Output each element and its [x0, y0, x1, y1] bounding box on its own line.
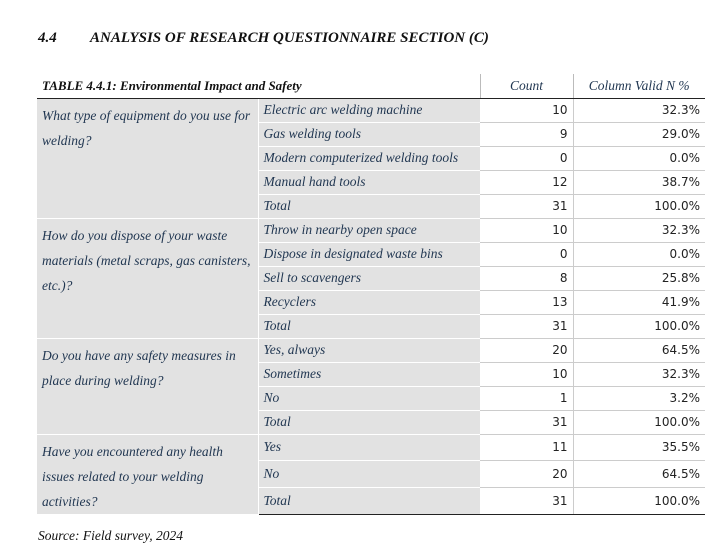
option-cell: Total [258, 194, 480, 219]
count-cell: 13 [480, 290, 574, 315]
percent-cell: 64.5% [573, 460, 705, 488]
table-row: Gas welding tools 9 29.0% [37, 122, 705, 147]
caption-row: TABLE 4.4.1: Environmental Impact and Sa… [37, 74, 705, 99]
percent-cell: 32.3% [573, 218, 705, 243]
option-cell: Modern computerized welding tools [258, 146, 480, 171]
option-cell: No [258, 386, 480, 411]
percent-cell: 32.3% [573, 98, 705, 123]
count-cell: 0 [480, 146, 574, 171]
count-cell: 10 [480, 218, 574, 243]
count-cell: 0 [480, 242, 574, 267]
option-cell: Yes, always [258, 338, 480, 363]
count-cell: 1 [480, 386, 574, 411]
count-cell: 8 [480, 266, 574, 291]
option-cell: Total [258, 314, 480, 339]
percent-cell: 0.0% [573, 242, 705, 267]
option-cell: Manual hand tools [258, 170, 480, 195]
option-cell: Sell to scavengers [258, 266, 480, 291]
count-cell: 10 [480, 362, 574, 387]
table-caption: TABLE 4.4.1: Environmental Impact and Sa… [37, 74, 480, 99]
count-cell: 20 [480, 460, 574, 488]
percent-cell: 25.8% [573, 266, 705, 291]
percent-cell: 41.9% [573, 290, 705, 315]
option-cell: Throw in nearby open space [258, 218, 480, 243]
count-cell: 12 [480, 170, 574, 195]
option-cell: Yes [258, 434, 480, 462]
percent-cell: 3.2% [573, 386, 705, 411]
table-row: Modern computerized welding tools 0 0.0% [37, 146, 705, 171]
question-cell: What type of equipment do you use for we… [37, 98, 259, 219]
section-heading: 4.4 ANALYSIS OF RESEARCH QUESTIONNAIRE SE… [38, 30, 489, 47]
option-cell: Recyclers [258, 290, 480, 315]
table-row: Total 31 100.0% [37, 410, 705, 435]
table-row: What type of equipment do you use for we… [37, 98, 705, 219]
table-row: Recyclers 13 41.9% [37, 290, 705, 315]
count-cell: 31 [480, 314, 574, 339]
count-cell: 20 [480, 338, 574, 363]
table-row: Total 31 100.0% [37, 487, 705, 515]
percent-cell: 0.0% [573, 146, 705, 171]
percent-cell: 38.7% [573, 170, 705, 195]
percent-cell: 32.3% [573, 362, 705, 387]
table-row: Do you have any safety measures in place… [37, 338, 705, 435]
option-cell: Gas welding tools [258, 122, 480, 147]
count-cell: 31 [480, 487, 574, 515]
count-cell: 10 [480, 98, 574, 123]
count-cell: 31 [480, 194, 574, 219]
source-note: Source: Field survey, 2024 [38, 528, 183, 543]
table-row: Sell to scavengers 8 25.8% [37, 266, 705, 291]
section-number: 4.4 [38, 30, 57, 46]
column-header: Column Valid N % [572, 74, 705, 99]
option-cell: No [258, 460, 480, 488]
column-header: Count [479, 74, 573, 99]
option-cell: Sometimes [258, 362, 480, 387]
table-row: No 1 3.2% [37, 386, 705, 411]
option-cell: Total [258, 410, 480, 435]
question-cell: Have you encountered any health issues r… [37, 434, 259, 515]
results-table: TABLE 4.4.1: Environmental Impact and Sa… [37, 74, 705, 515]
section-title: ANALYSIS OF RESEARCH QUESTIONNAIRE SECTI… [90, 30, 489, 46]
count-cell: 9 [480, 122, 574, 147]
count-cell: 31 [480, 410, 574, 435]
count-cell: 11 [480, 434, 574, 462]
table-row: Manual hand tools 12 38.7% [37, 170, 705, 195]
option-cell: Electric arc welding machine [258, 98, 480, 123]
table-row: No 20 64.5% [37, 460, 705, 488]
option-cell: Total [258, 487, 480, 515]
percent-cell: 100.0% [573, 194, 705, 219]
percent-cell: 29.0% [573, 122, 705, 147]
percent-cell: 100.0% [573, 487, 705, 515]
table-row: Total 31 100.0% [37, 314, 705, 339]
table-body: TABLE 4.4.1: Environmental Impact and Sa… [37, 74, 705, 515]
table-row: Total 31 100.0% [37, 194, 705, 219]
percent-cell: 35.5% [573, 434, 705, 462]
option-cell: Dispose in designated waste bins [258, 242, 480, 267]
table-row: Sometimes 10 32.3% [37, 362, 705, 387]
percent-cell: 64.5% [573, 338, 705, 363]
table-row: How do you dispose of your waste materia… [37, 218, 705, 339]
question-cell: How do you dispose of your waste materia… [37, 218, 259, 339]
table-row: Have you encountered any health issues r… [37, 434, 705, 515]
question-cell: Do you have any safety measures in place… [37, 338, 259, 435]
percent-cell: 100.0% [573, 314, 705, 339]
percent-cell: 100.0% [573, 410, 705, 435]
table-row: Dispose in designated waste bins 0 0.0% [37, 242, 705, 267]
